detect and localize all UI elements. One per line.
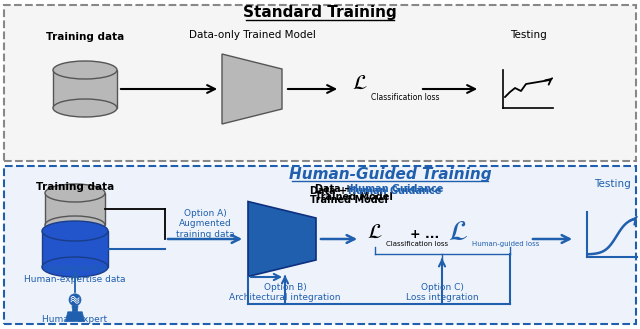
Polygon shape [248, 201, 316, 276]
Text: Option C)
Loss integration: Option C) Loss integration [406, 283, 478, 302]
Text: Human Expert: Human Expert [42, 316, 108, 324]
Polygon shape [45, 193, 105, 225]
Polygon shape [65, 312, 84, 321]
Polygon shape [72, 306, 78, 312]
Text: Training data: Training data [46, 32, 124, 42]
Text: Classification loss: Classification loss [371, 92, 440, 102]
Text: Testing: Testing [594, 179, 630, 189]
Ellipse shape [45, 184, 105, 202]
Text: + ...: + ... [410, 227, 440, 240]
Text: Human-guided loss: Human-guided loss [472, 241, 540, 247]
Text: Data +: Data + [310, 186, 351, 196]
Text: $\mathcal{L}$: $\mathcal{L}$ [448, 218, 468, 246]
Ellipse shape [42, 257, 108, 277]
Text: Supplemental
Human-expertise data: Supplemental Human-expertise data [24, 264, 125, 284]
Text: Standard Training: Standard Training [243, 6, 397, 20]
Polygon shape [53, 70, 117, 108]
Text: Classification loss: Classification loss [386, 241, 448, 247]
Polygon shape [222, 54, 282, 124]
Ellipse shape [45, 216, 105, 234]
Text: Option A)
Augmented
training data: Option A) Augmented training data [176, 209, 234, 239]
Ellipse shape [53, 61, 117, 79]
FancyBboxPatch shape [4, 5, 636, 161]
Text: Data-only Trained Model: Data-only Trained Model [189, 30, 316, 40]
Text: Trained Model: Trained Model [310, 195, 388, 205]
Text: Data +: Data + [315, 184, 355, 194]
Polygon shape [42, 231, 108, 267]
Circle shape [69, 294, 81, 306]
Text: Trained Model: Trained Model [315, 192, 393, 202]
Text: Testing: Testing [509, 30, 547, 40]
Text: Human-Guided Training: Human-Guided Training [289, 166, 492, 182]
Text: Human Guidance: Human Guidance [350, 184, 444, 194]
Ellipse shape [53, 99, 117, 117]
Text: Option B)
Architectural integration: Option B) Architectural integration [229, 283, 340, 302]
Text: $\mathcal{L}$: $\mathcal{L}$ [367, 222, 383, 242]
Text: $\mathcal{L}$: $\mathcal{L}$ [352, 73, 368, 93]
Text: Training data: Training data [36, 182, 114, 192]
FancyBboxPatch shape [4, 166, 636, 324]
Ellipse shape [42, 221, 108, 241]
Text: Human Guidance: Human Guidance [348, 186, 442, 196]
